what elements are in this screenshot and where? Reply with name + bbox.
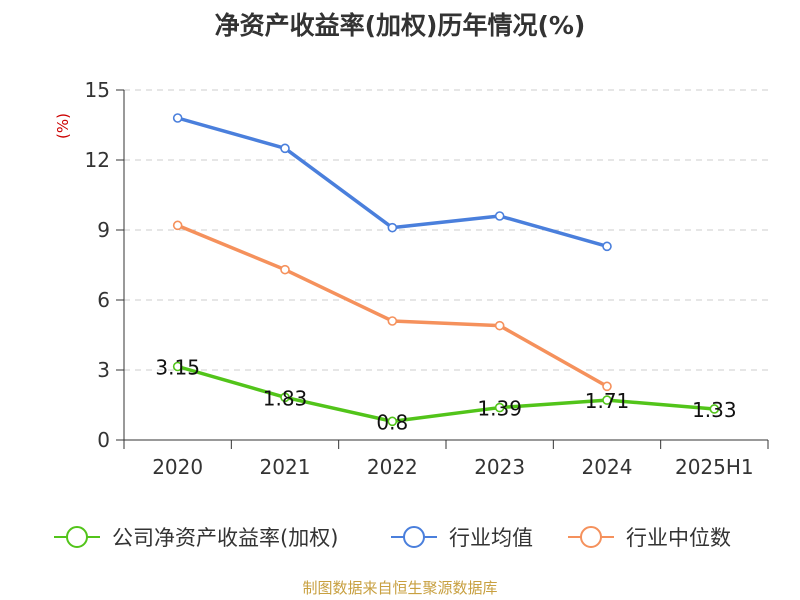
data-point [172,220,183,231]
series-line [176,223,608,388]
y-tick-label: 6 [97,288,110,312]
gridlines [124,89,768,371]
data-point [172,361,183,372]
y-tick-label: 12 [85,148,110,172]
data-point [709,404,720,414]
data-point [602,381,612,392]
x-tick-label: 2021 [260,455,311,479]
data-label: 3.15 [155,356,200,380]
legend-item: 行业均值 [391,526,533,550]
data-point [602,241,612,252]
y-tick-label: 3 [97,358,110,382]
data-label: 1.83 [263,386,308,410]
legend-marker [403,526,425,548]
data-label: 1.71 [585,389,630,413]
data-label: 1.39 [477,397,522,421]
legend-item: 行业中位数 [568,526,731,550]
data-point [494,211,505,221]
data-point [280,264,290,275]
data-label: 1.33 [692,398,737,422]
legend-label: 行业均值 [449,526,533,550]
x-tick-label: 2025H1 [675,455,754,479]
legend: 公司净资产收益率(加权) 行业均值 行业中位数 [54,526,731,550]
series-line [177,364,715,424]
axes: 0 3 6 9 12 15 2020 2021 2022 2023 2024 2025H1 [85,78,769,479]
series-2 [172,220,612,392]
data-labels: 3.15 1.83 0.8 1.39 1.71 1.33 [155,356,736,435]
x-tick-label: 2024 [582,455,633,479]
legend-marker [66,526,88,548]
data-point [494,320,505,331]
data-label: 0.8 [376,410,408,434]
data-point [172,113,183,123]
x-tick-label: 2022 [367,455,418,479]
chart-title: 净资产收益率(加权)历年情况(%) [215,11,586,40]
source-note: 制图数据来自恒生聚源数据库 [302,579,497,597]
x-tick-label: 2020 [152,455,203,479]
legend-label: 行业中位数 [626,526,731,550]
data-point [602,395,612,405]
x-tick-label: 2023 [474,455,525,479]
legend-item: 公司净资产收益率(加权) [54,526,338,550]
data-point [387,316,398,326]
legend-label: 公司净资产收益率(加权) [112,526,338,550]
y-tick-label: 9 [97,218,110,242]
data-point [494,402,505,413]
data-point [280,392,290,403]
series-lines [172,113,720,427]
y-tick-label: 0 [97,428,110,452]
y-axis-label: (%) [54,113,72,139]
data-point [387,416,398,427]
series-1 [172,113,612,252]
data-point [280,143,290,154]
data-point [387,222,398,233]
series-0 [172,361,720,427]
y-tick-label: 15 [85,78,110,102]
legend-marker [580,526,602,548]
